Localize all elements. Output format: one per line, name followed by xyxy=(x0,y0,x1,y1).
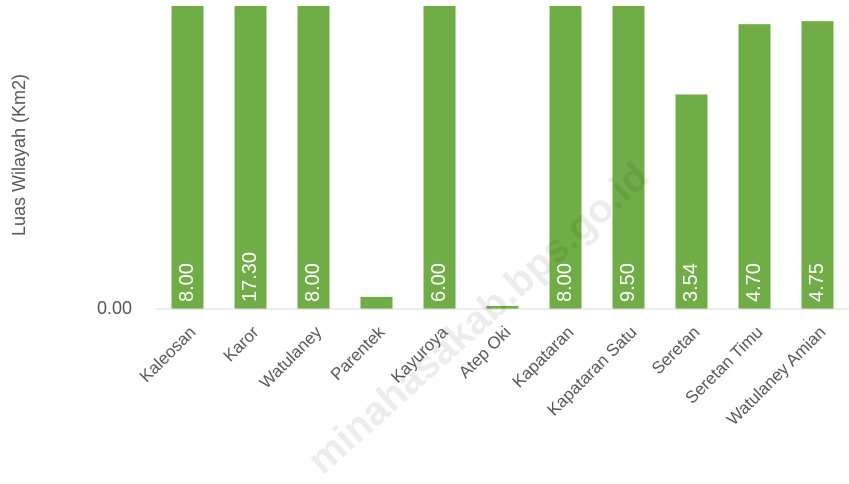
bar xyxy=(234,6,267,309)
bar xyxy=(360,296,393,309)
y-axis-label: Luas Wilayah (Km2) xyxy=(9,74,29,236)
data-label: 4.75 xyxy=(806,263,828,302)
x-tick-label: Seretan xyxy=(648,323,704,379)
watermark: minahasakab.bps.go.id xyxy=(299,154,657,483)
data-label: 17.30 xyxy=(239,252,261,302)
bar xyxy=(297,6,330,309)
data-label: 8.00 xyxy=(554,263,576,302)
data-label: 9.50 xyxy=(617,263,639,302)
data-label: 8.00 xyxy=(176,263,198,302)
data-label: 8.00 xyxy=(302,263,324,302)
plot-area xyxy=(171,6,834,310)
x-tick-label: Watulaney xyxy=(256,322,326,392)
x-tick-label: Kaleosan xyxy=(136,323,200,387)
data-label: 6.00 xyxy=(428,263,450,302)
bar xyxy=(801,21,834,310)
data-label: 4.70 xyxy=(743,263,765,302)
x-tick-label: Karor xyxy=(220,322,263,365)
bar xyxy=(675,94,708,309)
bar xyxy=(738,24,771,310)
bar xyxy=(612,6,645,309)
data-label: 3.54 xyxy=(680,263,702,302)
bar xyxy=(486,305,519,309)
bar xyxy=(423,6,456,310)
bar xyxy=(549,6,582,309)
bar xyxy=(171,6,204,309)
x-tick-label: Parentek xyxy=(327,322,389,384)
y-tick-label: 0.00 xyxy=(97,298,132,318)
